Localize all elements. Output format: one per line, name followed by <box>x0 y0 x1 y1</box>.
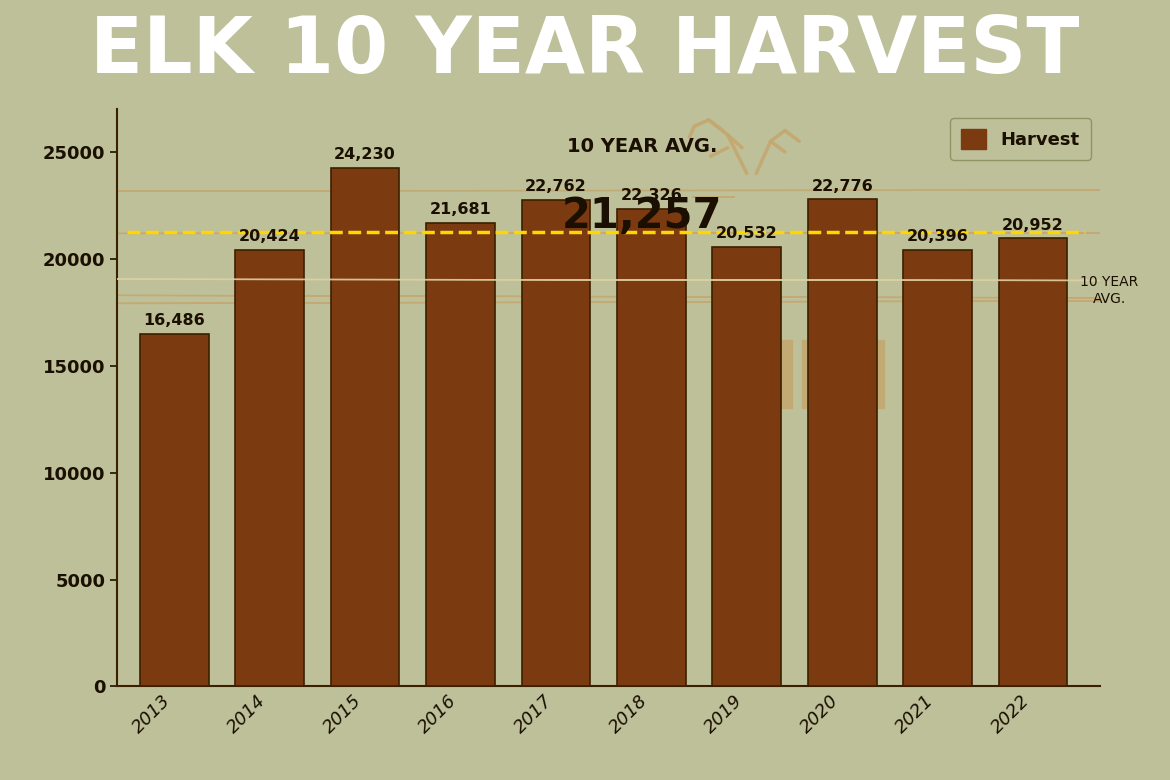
Bar <box>852 340 863 409</box>
Text: 21,681: 21,681 <box>429 202 491 217</box>
Bar <box>617 209 686 686</box>
Text: 10 YEAR AVG.: 10 YEAR AVG. <box>566 137 717 156</box>
Bar <box>903 250 972 686</box>
Ellipse shape <box>0 271 1170 289</box>
Text: 20,952: 20,952 <box>1003 218 1064 232</box>
Ellipse shape <box>0 200 1170 266</box>
Ellipse shape <box>0 257 1170 338</box>
Ellipse shape <box>0 254 1170 349</box>
Bar <box>999 239 1067 686</box>
Ellipse shape <box>0 179 1170 202</box>
Bar <box>713 247 782 686</box>
Text: ELK 10 YEAR HARVEST: ELK 10 YEAR HARVEST <box>90 13 1080 90</box>
Bar <box>873 340 885 409</box>
Text: 20,532: 20,532 <box>716 226 778 242</box>
Bar <box>522 200 591 686</box>
Text: 22,762: 22,762 <box>525 179 587 193</box>
Bar <box>807 200 876 686</box>
Text: 10 YEAR
AVG.: 10 YEAR AVG. <box>1080 275 1138 306</box>
Bar <box>235 250 304 686</box>
Bar <box>331 168 399 686</box>
Legend: Harvest: Harvest <box>950 119 1090 160</box>
Text: 20,396: 20,396 <box>907 229 969 244</box>
Bar <box>426 223 495 686</box>
Bar <box>780 340 792 409</box>
Text: 20,424: 20,424 <box>239 229 301 244</box>
Text: 16,486: 16,486 <box>144 313 205 328</box>
Text: 22,326: 22,326 <box>620 188 682 203</box>
Text: 22,776: 22,776 <box>811 179 873 193</box>
Text: 21,257: 21,257 <box>562 195 722 236</box>
Bar <box>140 334 208 686</box>
Text: 24,230: 24,230 <box>335 147 395 162</box>
Bar <box>803 340 813 409</box>
